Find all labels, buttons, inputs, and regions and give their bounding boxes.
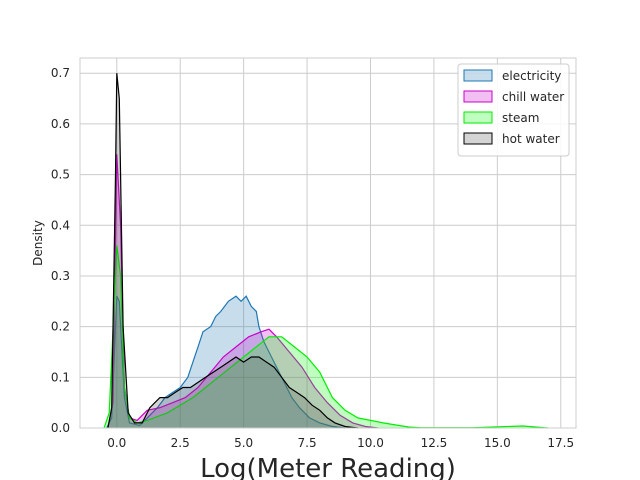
line-steam	[103, 245, 549, 429]
line-hot-water	[107, 73, 358, 429]
area-chill-water	[107, 154, 379, 429]
legend-label-electricity: electricity	[502, 69, 561, 83]
x-tick-label: 17.5	[547, 436, 574, 450]
legend-swatch-steam	[463, 111, 493, 124]
x-tick-label: 7.5	[298, 436, 317, 450]
density-areas	[103, 73, 549, 429]
y-tick-label: 0.5	[51, 168, 70, 182]
x-tick-label: 10.0	[357, 436, 384, 450]
x-tick-label: 15.0	[484, 436, 511, 450]
line-electricity	[106, 295, 346, 429]
x-tick-label: 12.5	[421, 436, 448, 450]
y-tick-label: 0.1	[51, 370, 70, 384]
legend-swatch-hot-water	[463, 132, 493, 145]
legend-label-chill-water: chill water	[502, 90, 564, 104]
y-tick-label: 0.0	[51, 421, 70, 435]
legend-label-hot-water: hot water	[502, 132, 560, 146]
legend-swatch-electricity	[463, 69, 493, 82]
legend-label-steam: steam	[502, 111, 539, 125]
x-tick-label: 5.0	[234, 436, 253, 450]
y-tick-label: 0.3	[51, 269, 70, 283]
y-tick-label: 0.4	[51, 218, 70, 232]
legend: electricity chill water steam hot water	[457, 63, 570, 157]
y-axis-label: Density	[31, 220, 45, 266]
y-tick-label: 0.7	[51, 66, 70, 80]
axes: 0.0 2.5 5.0 7.5 10.0 12.5 15.0 17.5 0.0 0.1 0.2 0.3…	[51, 57, 577, 450]
x-tick-label: 0.0	[107, 436, 126, 450]
area-steam	[104, 245, 549, 428]
y-tick-label: 0.6	[51, 117, 70, 131]
y-tick-label: 0.2	[51, 320, 70, 334]
legend-swatch-chill-water	[463, 90, 493, 103]
plot-frame	[79, 57, 577, 429]
x-tick-label: 2.5	[171, 436, 190, 450]
area-electricity	[106, 296, 346, 428]
x-axis-label: Log(Meter Reading)	[200, 454, 456, 480]
